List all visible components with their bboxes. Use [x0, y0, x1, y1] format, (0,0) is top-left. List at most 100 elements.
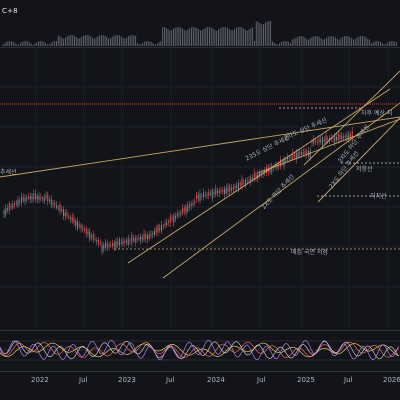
candle-body [10, 206, 12, 208]
volume-bar [210, 27, 212, 46]
volume-bar [108, 38, 110, 46]
candle-body [285, 159, 287, 162]
volume-bar [52, 41, 54, 46]
volume-bar [43, 41, 45, 46]
volume-bar [128, 36, 129, 46]
volume-bar [356, 37, 358, 46]
candle-body [208, 191, 210, 196]
volume-bar [329, 36, 331, 46]
volume-bar [340, 38, 342, 46]
candle-body [120, 242, 122, 244]
x-axis-tick-2: Jul [79, 376, 88, 384]
volume-bar [277, 44, 279, 46]
volume-bar [92, 37, 93, 46]
volume-bar [18, 44, 20, 46]
volume-bar [207, 27, 209, 46]
candle-body [211, 190, 213, 199]
candle-body [101, 244, 103, 252]
volume-bar [164, 27, 165, 46]
candle-body [190, 203, 192, 207]
candle-body [320, 139, 322, 142]
candle-body [131, 235, 133, 244]
volume-bar [259, 23, 261, 46]
volume-bar [110, 38, 111, 46]
volume-bar [111, 36, 113, 46]
candle-body [33, 193, 35, 200]
volume-bar [209, 27, 210, 46]
volume-bar [387, 42, 389, 46]
candle-body [334, 135, 336, 143]
candle-body [192, 203, 194, 205]
candle-body [269, 167, 271, 172]
volume-bar [367, 38, 369, 46]
candle-body [117, 241, 119, 245]
x-axis-tick-4: Jul [166, 376, 175, 384]
candle-body [145, 233, 147, 239]
candle-body [43, 197, 45, 202]
volume-bar [201, 30, 203, 46]
volume-bar [102, 35, 104, 46]
candle-body [3, 210, 5, 214]
oscillator-line [0, 340, 399, 360]
price-panel [0, 47, 400, 331]
volume-bar [48, 44, 50, 46]
volume-bar [97, 36, 99, 46]
candle-body [225, 188, 227, 194]
volume-bar [216, 30, 218, 46]
volume-bar [270, 21, 272, 46]
candle-body [229, 185, 231, 192]
volume-bar [396, 42, 398, 46]
volume-bar [261, 24, 263, 46]
candle-body [332, 138, 334, 140]
trendline [317, 117, 400, 203]
volume-bar [311, 37, 313, 46]
candle-body [187, 205, 189, 212]
candle-body [19, 200, 21, 202]
volume-bar [155, 44, 156, 46]
volume-bar [113, 35, 115, 46]
candle-body [71, 216, 73, 222]
volume-bar [191, 27, 192, 46]
candle-body [159, 227, 161, 230]
candle-body [99, 242, 101, 244]
volume-bar [178, 27, 180, 46]
candle-body [134, 237, 136, 243]
volume-bar [3, 43, 5, 46]
x-axis-tick-8: Jul [344, 376, 353, 384]
candle-body [85, 228, 87, 234]
candle-body [113, 242, 115, 248]
volume-bar [333, 36, 335, 46]
volume-bar [29, 42, 30, 46]
volume-bar [214, 29, 216, 46]
volume-bar [142, 42, 144, 46]
candle-body [204, 194, 206, 196]
volume-bar [171, 30, 173, 46]
candle-body [336, 136, 337, 141]
volume-bar [365, 37, 367, 46]
volume-bar [225, 27, 227, 46]
volume-bar [50, 42, 52, 46]
candle-body [155, 228, 157, 233]
volume-bar [57, 35, 59, 46]
volume-bar [65, 37, 66, 46]
candle-body [351, 131, 353, 139]
candle-body [8, 203, 10, 211]
volume-bar [88, 35, 90, 46]
candle-body [61, 208, 63, 212]
candle-body [21, 195, 22, 204]
candle-body [234, 185, 236, 188]
volume-bar [104, 35, 106, 46]
volume-bar [106, 36, 108, 46]
volume-bar [243, 28, 245, 46]
candle-body [236, 185, 238, 188]
volume-bar [255, 21, 257, 46]
candle-body [315, 141, 316, 143]
candle-body [105, 242, 106, 249]
volume-bar [200, 30, 201, 46]
volume-bar [363, 36, 365, 46]
candle-body [295, 152, 297, 160]
candle-body [66, 213, 68, 217]
candle-body [92, 233, 94, 240]
candle-body [271, 166, 273, 172]
volume-bar [187, 29, 189, 46]
